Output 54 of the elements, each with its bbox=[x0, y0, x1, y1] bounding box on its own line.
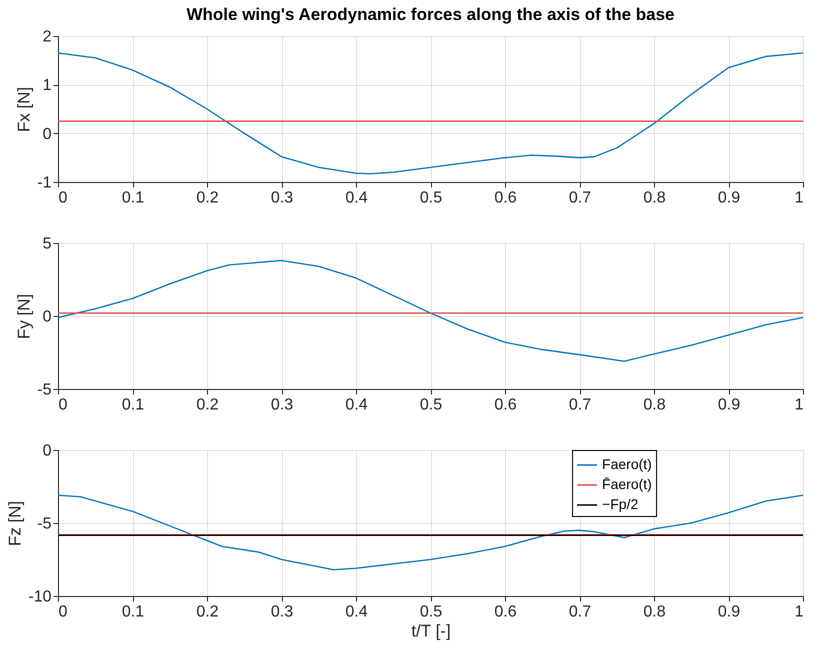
x-tick-label: 0.8 bbox=[643, 604, 666, 620]
y-tick-label: 0 bbox=[42, 126, 52, 143]
x-tick-label: 0.2 bbox=[196, 604, 219, 620]
x-tick-label: 0.6 bbox=[494, 396, 517, 414]
x-tick-label: 0.4 bbox=[345, 396, 368, 414]
y-axis-title: Fz [N] bbox=[5, 500, 24, 546]
y-tick-label: 1 bbox=[42, 77, 52, 94]
x-tick-label: 0.3 bbox=[270, 604, 294, 620]
x-tick-label: 0.2 bbox=[196, 190, 219, 206]
y-axis-title: Fy [N] bbox=[14, 294, 34, 340]
y-tick-label: 5 bbox=[42, 236, 52, 252]
legend-label: Faero(t) bbox=[602, 456, 652, 472]
x-tick-label: 0.1 bbox=[122, 604, 144, 620]
x-tick-label: 0 bbox=[58, 604, 68, 620]
x-tick-label: 0.8 bbox=[643, 396, 666, 414]
y-tick-label: -5 bbox=[37, 516, 52, 532]
x-tick-label: 1 bbox=[794, 396, 804, 414]
x-tick-label: 0.4 bbox=[345, 604, 368, 620]
x-tick-label: 0.9 bbox=[718, 396, 740, 414]
x-tick-label: 0.4 bbox=[345, 190, 368, 206]
x-tick-label: 0.7 bbox=[568, 190, 592, 206]
y-tick-label: -10 bbox=[28, 588, 52, 606]
x-tick-label: 1 bbox=[794, 604, 804, 620]
legend-label: F̄aero(t) bbox=[602, 476, 652, 492]
x-tick-label: 0 bbox=[58, 190, 68, 206]
x-tick-label: 0.1 bbox=[122, 396, 144, 414]
x-tick-label: 0.6 bbox=[494, 190, 517, 206]
line-series bbox=[57, 52, 804, 174]
x-tick-label: 1 bbox=[794, 190, 804, 206]
x-tick-label: 0.9 bbox=[718, 190, 740, 206]
y-tick-label: -1 bbox=[37, 174, 52, 192]
y-tick-label: -5 bbox=[37, 382, 52, 398]
x-tick-label: 0.9 bbox=[718, 604, 740, 620]
x-tick-label: 0.5 bbox=[420, 396, 442, 414]
x-axis-title: t/T [-] bbox=[411, 622, 451, 640]
x-tick-label: 0.2 bbox=[196, 396, 219, 414]
y-tick-label: 0 bbox=[42, 308, 52, 326]
x-tick-label: 0.5 bbox=[420, 604, 442, 620]
x-tick-label: 0.3 bbox=[270, 190, 294, 206]
x-tick-label: 0.1 bbox=[122, 190, 144, 206]
x-tick-label: 0.6 bbox=[494, 604, 517, 620]
x-tick-label: 0.8 bbox=[643, 190, 666, 206]
chart-title: Whole wing's Aerodynamic forces along the axis of the base bbox=[186, 5, 675, 24]
x-tick-label: 0.5 bbox=[420, 190, 442, 206]
x-tick-label: 0.7 bbox=[568, 396, 592, 414]
line-series bbox=[57, 494, 804, 570]
x-tick-label: 0 bbox=[58, 396, 68, 414]
y-tick-label: 0 bbox=[42, 442, 52, 460]
y-tick-label: 2 bbox=[42, 28, 52, 46]
x-tick-label: 0.7 bbox=[568, 604, 592, 620]
line-series bbox=[57, 260, 804, 362]
y-axis-title: Fx [N] bbox=[14, 86, 34, 132]
legend-label: −Fp/2 bbox=[602, 496, 638, 512]
x-tick-label: 0.3 bbox=[270, 396, 294, 414]
